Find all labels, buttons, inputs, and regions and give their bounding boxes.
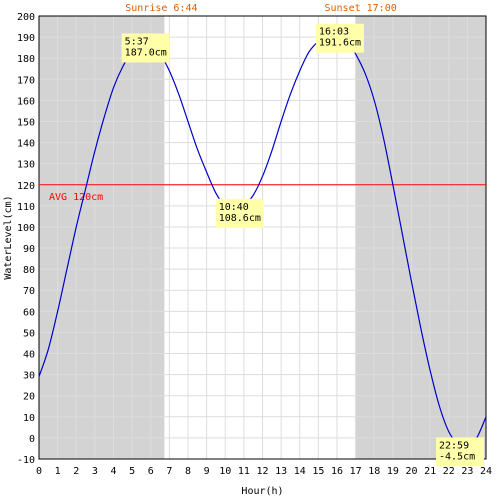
annotation-box [121, 33, 170, 63]
annotation-level: 108.6cm [219, 213, 261, 224]
y-tick-label: 160 [17, 96, 35, 107]
average-label: AVG 120cm [49, 192, 103, 203]
y-tick-label: 140 [17, 139, 35, 150]
annotation-level: 187.0cm [125, 47, 167, 58]
night-shade-morning [39, 16, 165, 459]
x-tick-label: 7 [166, 466, 172, 477]
annotation-time: 5:37 [125, 36, 149, 47]
x-tick-label: 12 [256, 466, 268, 477]
x-tick-label: 4 [110, 466, 116, 477]
x-tick-label: 5 [129, 466, 135, 477]
y-tick-label: 50 [23, 328, 35, 339]
y-tick-label: -10 [17, 455, 35, 466]
x-tick-label: 24 [480, 466, 492, 477]
annotation-time: 22:59 [439, 440, 469, 451]
y-tick-label: 130 [17, 160, 35, 171]
x-tick-label: 14 [294, 466, 306, 477]
x-tick-labels: 0 1 2 3 4 5 6 7 8 9 10 11 12 13 14 15 16 17 18 19 20 21 22 23 24 [36, 466, 492, 477]
y-tick-label: 90 [23, 244, 35, 255]
plot-frame [38, 15, 487, 460]
x-tick-label: 6 [148, 466, 154, 477]
annotation-level: -4.5cm [439, 451, 475, 462]
x-tick-label: 17 [350, 466, 362, 477]
sunset-label: Sunset 17:00 [325, 3, 397, 14]
x-tick-label: 11 [238, 466, 250, 477]
y-tick-label: 190 [17, 33, 35, 44]
night-shade-evening [355, 16, 486, 459]
y-tick-labels: -10 0 10 20 30 40 50 60 70 80 90 100 110 120 130 140 150… [17, 12, 35, 466]
x-tick-label: 18 [368, 466, 380, 477]
y-tick-label: 120 [17, 181, 35, 192]
y-tick-label: 110 [17, 202, 35, 213]
x-tick-label: 13 [275, 466, 287, 477]
y-tick-label: 150 [17, 117, 35, 128]
y-tick-label: 10 [23, 413, 35, 424]
x-tick-label: 2 [73, 466, 79, 477]
x-tick-label: 10 [219, 466, 231, 477]
water-level-line [38, 32, 487, 449]
y-tick-label: 30 [23, 371, 35, 382]
y-tick-label: 0 [29, 434, 35, 445]
x-tick-label: 20 [405, 466, 417, 477]
x-tick-label: 0 [36, 466, 42, 477]
y-axis-title: WaterLevel(cm) [3, 195, 14, 279]
y-tick-label: 80 [23, 265, 35, 276]
x-axis-title: Hour(h) [241, 486, 283, 497]
x-tick-label: 23 [461, 466, 473, 477]
annotation-box [315, 23, 364, 53]
x-tick-label: 8 [185, 466, 191, 477]
annotation-time: 16:03 [319, 27, 349, 38]
sunrise-label: Sunrise 6:44 [125, 3, 197, 14]
night-shade-layer [39, 16, 486, 459]
grid-layer [38, 15, 487, 460]
y-tick-label: 60 [23, 307, 35, 318]
x-tick-label: 16 [331, 466, 343, 477]
x-tick-label: 19 [387, 466, 399, 477]
x-tick-label: 21 [424, 466, 436, 477]
x-tick-label: 22 [443, 466, 455, 477]
annotation-box [215, 198, 264, 228]
y-tick-label: 200 [17, 12, 35, 23]
y-tick-label: 180 [17, 54, 35, 65]
annotation-box [436, 437, 484, 467]
annotation-level: 191.6cm [319, 38, 361, 49]
x-tick-label: 3 [92, 466, 98, 477]
y-tick-label: 40 [23, 350, 35, 361]
x-tick-label: 9 [204, 466, 210, 477]
average-layer: AVG 120cm [39, 184, 486, 203]
y-tick-label: 70 [23, 286, 35, 297]
x-tick-label: 15 [312, 466, 324, 477]
tide-annotation: 22:59-4.5cm [436, 437, 484, 467]
annotation-time: 10:40 [219, 202, 249, 213]
y-tick-label: 170 [17, 75, 35, 86]
y-tick-label: 100 [17, 223, 35, 234]
y-tick-label: 20 [23, 392, 35, 403]
x-tick-label: 1 [55, 466, 61, 477]
